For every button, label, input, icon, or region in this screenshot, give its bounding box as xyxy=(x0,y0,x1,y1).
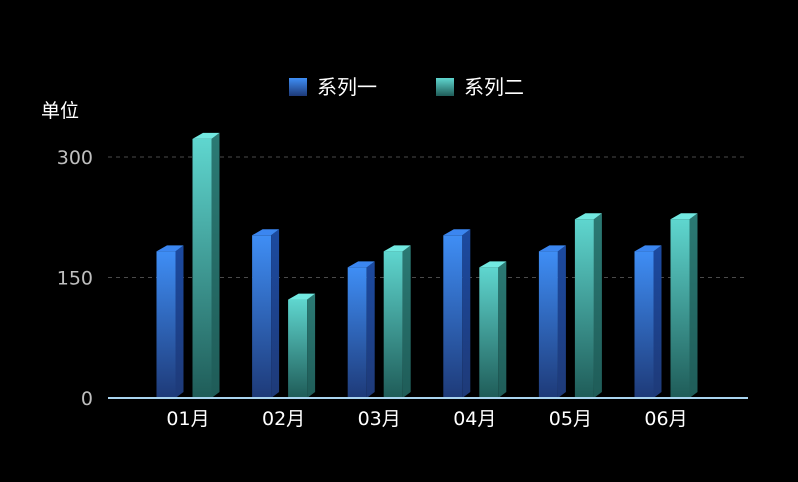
legend-swatch-series-2 xyxy=(436,78,454,96)
bar-side-face xyxy=(175,245,184,398)
bar-top-cap xyxy=(192,132,220,139)
x-tick-label: 06月 xyxy=(644,408,687,430)
bar-front-face xyxy=(288,299,308,398)
bar-2-06月[interactable] xyxy=(670,213,698,398)
bar-side-face xyxy=(307,293,316,398)
bar-top-cap xyxy=(156,245,184,252)
bar-side-face xyxy=(689,213,698,398)
bar-front-face xyxy=(347,267,367,398)
bar-front-face xyxy=(252,235,272,398)
bar-1-06月[interactable] xyxy=(634,245,662,398)
bar-top-cap xyxy=(538,245,566,252)
bar-top-cap xyxy=(443,229,471,236)
bar-top-cap xyxy=(288,293,316,300)
bar-1-02月[interactable] xyxy=(252,229,280,398)
bar-front-face xyxy=(479,267,499,398)
bar-top-cap xyxy=(670,213,698,220)
bar-side-face xyxy=(593,213,602,398)
bar-side-face xyxy=(653,245,662,398)
bar-side-face xyxy=(211,132,220,398)
x-tick-label: 04月 xyxy=(453,408,496,430)
bar-front-face xyxy=(443,235,463,398)
bar-1-05月[interactable] xyxy=(538,245,566,398)
bar-top-cap xyxy=(634,245,662,252)
bar-2-02月[interactable] xyxy=(288,293,316,398)
legend-label-series-2: 系列二 xyxy=(464,75,524,99)
bar-side-face xyxy=(557,245,566,398)
bar-top-cap xyxy=(347,261,375,268)
bar-front-face xyxy=(634,251,654,398)
y-tick-label: 0 xyxy=(81,388,93,410)
bar-front-face xyxy=(383,251,403,398)
bar-1-03月[interactable] xyxy=(347,261,375,398)
bar-front-face xyxy=(574,219,594,398)
legend-item-series-1[interactable]: 系列一 xyxy=(289,75,377,99)
bar-side-face xyxy=(462,229,471,398)
x-tick-label: 03月 xyxy=(358,408,401,430)
bar-top-cap xyxy=(479,261,507,268)
bars-layer xyxy=(156,132,698,398)
bar-top-cap xyxy=(383,245,411,252)
x-axis: 01月 02月 03月 04月 05月 06月 xyxy=(108,397,748,430)
bar-1-01月[interactable] xyxy=(156,245,184,398)
x-tick-label: 02月 xyxy=(262,408,305,430)
bar-2-01月[interactable] xyxy=(192,132,220,398)
bar-front-face xyxy=(192,138,212,398)
bar-1-04月[interactable] xyxy=(443,229,471,398)
bar-side-face xyxy=(402,245,411,398)
y-axis-unit-label: 单位 xyxy=(41,100,79,122)
legend-swatch-series-1 xyxy=(289,78,307,96)
bar-side-face xyxy=(366,261,375,398)
bar-side-face xyxy=(271,229,280,398)
bar-2-04月[interactable] xyxy=(479,261,507,398)
bar-2-03月[interactable] xyxy=(383,245,411,398)
y-tick-label: 300 xyxy=(57,147,93,169)
bar-side-face xyxy=(498,261,507,398)
y-tick-label: 150 xyxy=(57,268,93,290)
bar-2-05月[interactable] xyxy=(574,213,602,398)
legend: 系列一 系列二 xyxy=(289,75,524,99)
bar-front-face xyxy=(538,251,558,398)
legend-label-series-1: 系列一 xyxy=(317,75,377,99)
bar-top-cap xyxy=(252,229,280,236)
bar-front-face xyxy=(156,251,176,398)
legend-item-series-2[interactable]: 系列二 xyxy=(436,75,524,99)
bar-front-face xyxy=(670,219,690,398)
x-tick-label: 01月 xyxy=(166,408,209,430)
x-tick-label: 05月 xyxy=(549,408,592,430)
bar-top-cap xyxy=(574,213,602,220)
